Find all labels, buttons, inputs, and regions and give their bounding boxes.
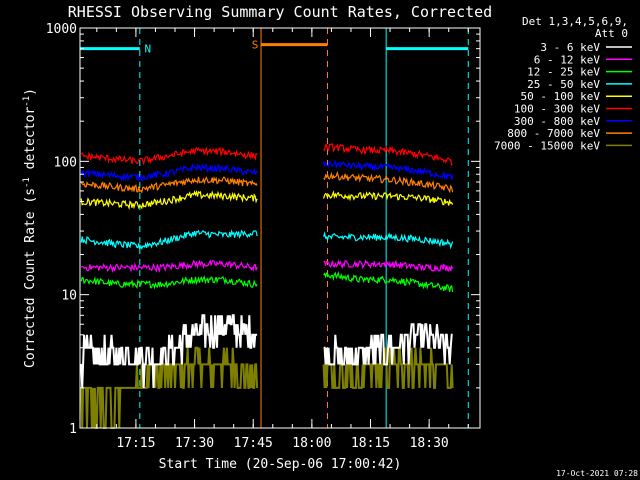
series-line [323, 231, 454, 250]
x-tick-label: 17:30 [175, 436, 214, 451]
legend-header-line-1: Det 1,3,4,5,6,9, [522, 15, 628, 28]
legend-entry-label: 300 - 800 keV [514, 115, 600, 128]
series-line [323, 270, 454, 293]
legend-entry-label: 800 - 7000 keV [507, 127, 600, 140]
legend-entry-label: 12 - 25 keV [527, 66, 600, 79]
legend-entry-label: 7000 - 15000 keV [494, 139, 600, 152]
saa-label: S [252, 39, 259, 52]
x-tick-label: 18:30 [410, 436, 449, 451]
legend-entry-label: 100 - 300 keV [514, 103, 600, 116]
series-line [323, 190, 454, 206]
series-line [323, 160, 454, 181]
y-tick-label: 1 [69, 422, 77, 437]
series-line [80, 162, 258, 182]
legend-entry-label: 25 - 50 keV [527, 78, 600, 91]
legend-entry-label: 6 - 12 keV [534, 53, 601, 66]
legend-header-line-2: Att 0 [595, 27, 628, 40]
series-line [323, 170, 454, 194]
x-axis-label: Start Time (20-Sep-06 17:00:42) [159, 457, 402, 472]
series-line [80, 275, 258, 290]
series-line [80, 228, 258, 250]
axes-layer: 1 10 100 1000 17:15 17:30 17:45 18:00 18:15 18:30 [46, 22, 481, 451]
y-tick-label: 100 [54, 155, 77, 170]
series-line [80, 314, 258, 388]
plot-frame [79, 27, 481, 429]
series-line [323, 143, 453, 166]
series-line [323, 323, 453, 366]
chart-title: RHESSI Observing Summary Count Rates, Co… [68, 3, 492, 21]
x-tick-label: 18:15 [351, 436, 390, 451]
night-label: N [145, 43, 152, 56]
y-tick-label: 1000 [46, 22, 77, 37]
legend-entry-label: 3 - 6 keV [540, 41, 600, 54]
legend-entry-label: 50 - 100 keV [521, 90, 601, 103]
x-tick-label: 18:00 [292, 436, 331, 451]
x-tick-label: 17:45 [234, 436, 273, 451]
footer-timestamp: 17-Oct-2021 07:28 [556, 469, 638, 478]
series-line [80, 176, 258, 194]
series-line [80, 145, 258, 166]
series-layer [80, 143, 454, 429]
y-tick-label: 10 [61, 289, 77, 304]
series-line [322, 346, 454, 389]
series-line [80, 189, 258, 211]
series-line [80, 259, 258, 274]
x-tick-label: 17:15 [116, 436, 155, 451]
series-line [323, 259, 454, 273]
y-axis-label: Corrected Count Rate (s-1 detector-1) [22, 88, 38, 368]
